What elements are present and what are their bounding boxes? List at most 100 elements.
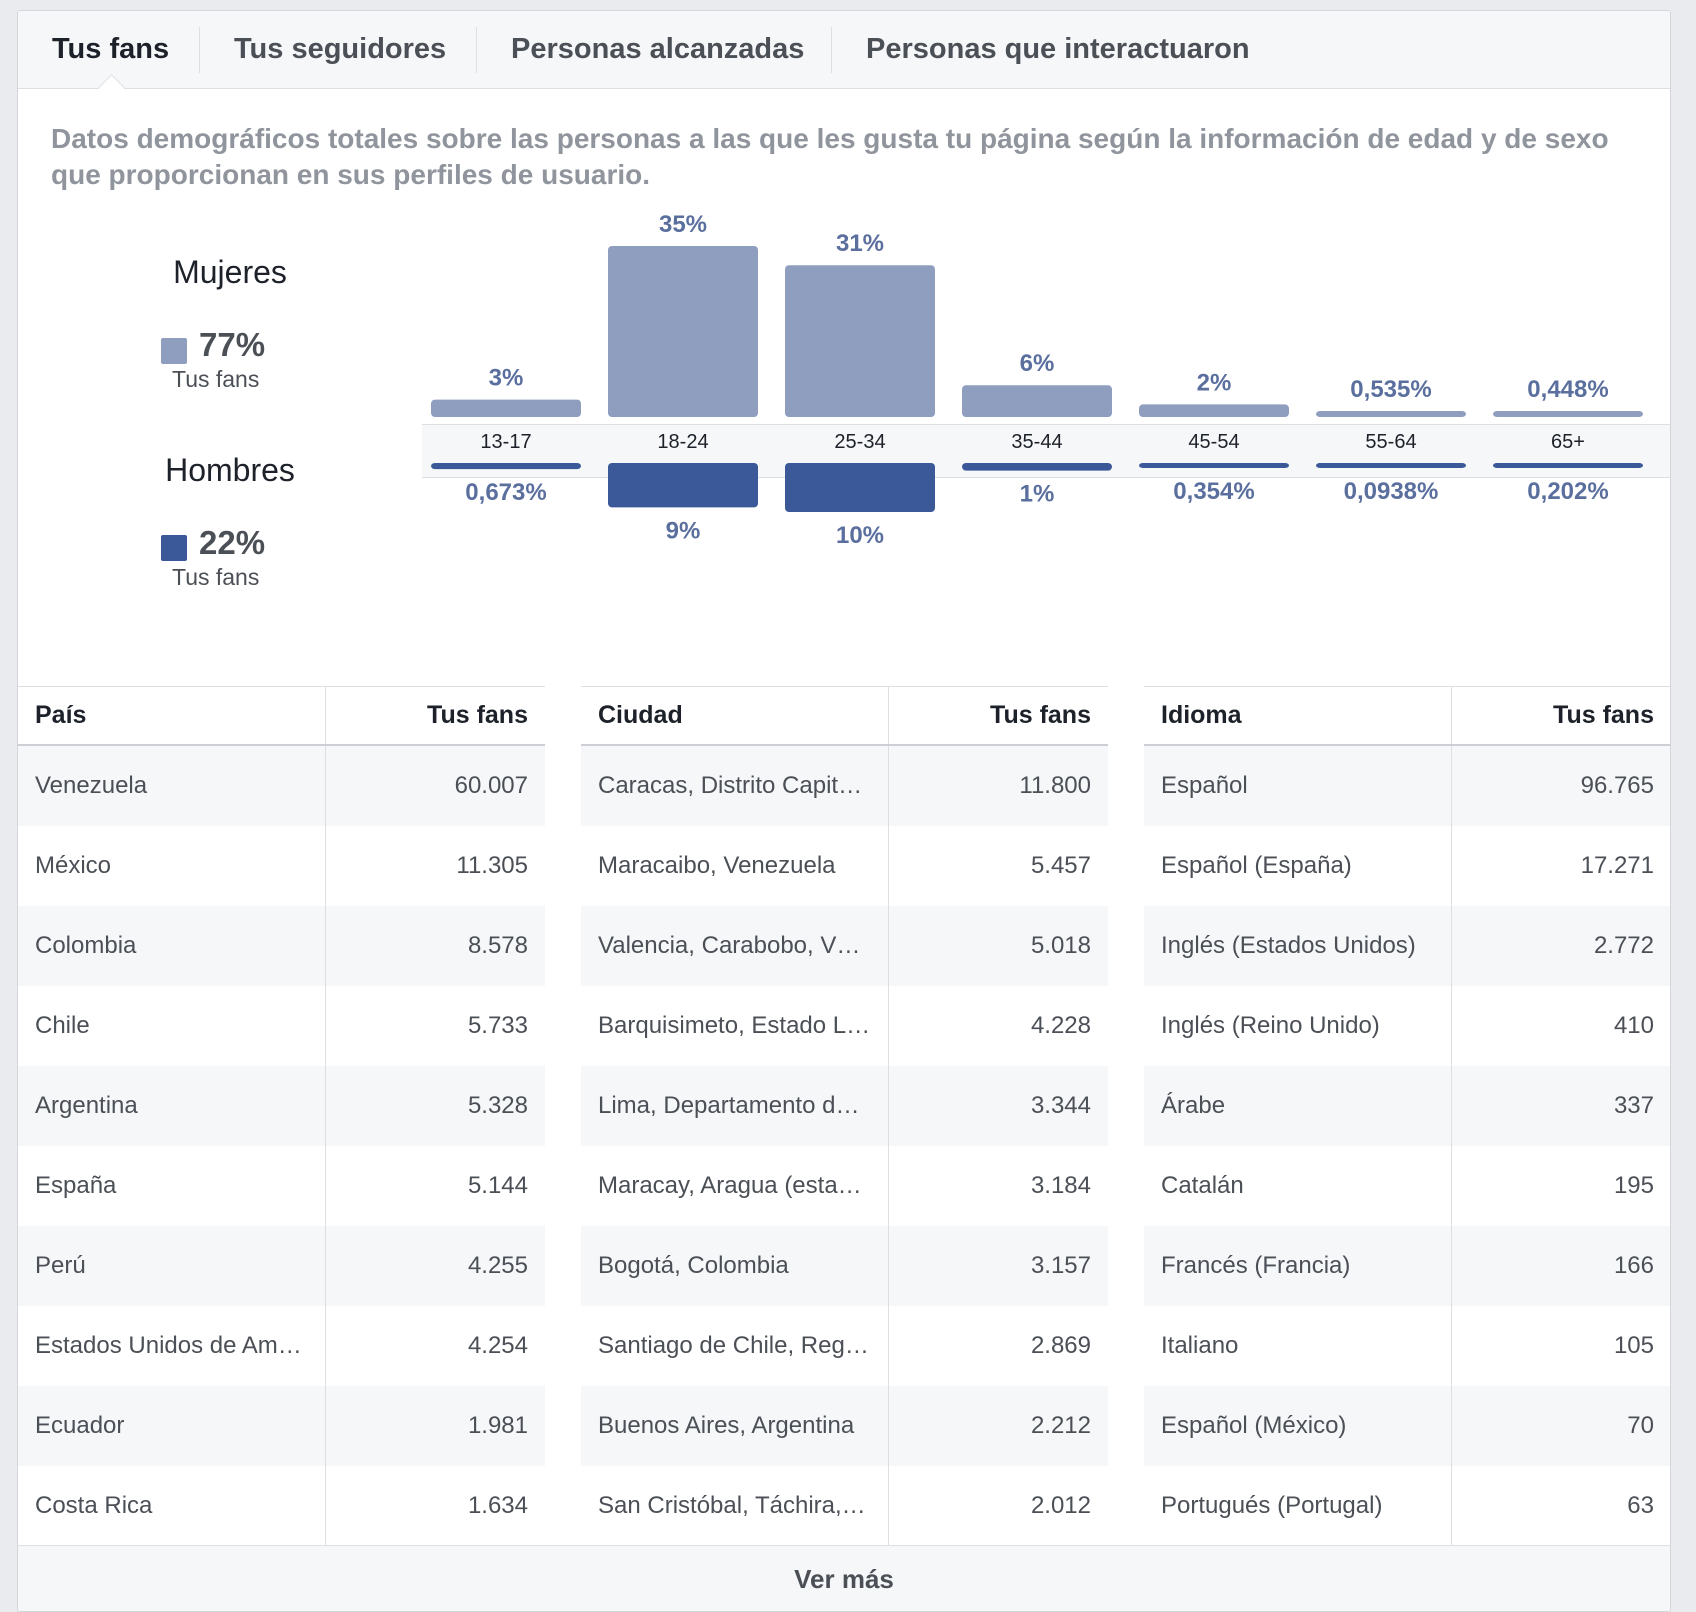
column-divider [325, 1066, 326, 1146]
women-bar [431, 399, 581, 417]
table-row: Ecuador 1.981 [18, 1386, 545, 1466]
column-header-fans[interactable]: Tus fans [1553, 701, 1654, 729]
column-divider [325, 1146, 326, 1226]
row-name: Árabe [1161, 1092, 1226, 1119]
table-row: Lima, Departamento d… 3.344 [581, 1066, 1108, 1146]
women-bar-label: 0,448% [1527, 376, 1608, 403]
row-name: Italiano [1161, 1332, 1239, 1359]
row-value: 1.634 [467, 1492, 528, 1519]
column-header-fans[interactable]: Tus fans [990, 701, 1091, 729]
women-bar-label: 0,535% [1350, 376, 1431, 403]
tab-tus-seguidores[interactable]: Tus seguidores [234, 33, 447, 65]
see-more-button[interactable]: Ver más [794, 1564, 894, 1594]
see-more-bar: Ver más [18, 1545, 1670, 1611]
row-name: Catalán [1161, 1172, 1244, 1199]
column-header-pais[interactable]: País [35, 701, 87, 729]
table-row: Francés (Francia) 166 [1144, 1226, 1670, 1306]
country-table-header: País Tus fans [18, 687, 545, 746]
legend-men-swatch [161, 535, 187, 561]
row-value: 70 [1627, 1412, 1654, 1439]
women-bar [962, 385, 1112, 417]
column-divider [888, 826, 889, 906]
column-divider [1451, 826, 1452, 906]
men-bar [1493, 463, 1643, 468]
row-value: 2.212 [1030, 1412, 1091, 1439]
language-table-header: Idioma Tus fans [1144, 687, 1670, 746]
women-bar [608, 246, 758, 417]
age-tick-label: 35-44 [1011, 431, 1062, 453]
column-divider [325, 906, 326, 986]
column-header-idioma[interactable]: Idioma [1161, 701, 1242, 729]
demographics-panel: Tus fans Tus seguidores Personas alcanza… [17, 10, 1671, 1612]
men-bar-label: 1% [1020, 481, 1055, 508]
row-value: 8.578 [467, 932, 528, 959]
column-divider [1451, 1226, 1452, 1306]
column-divider [325, 746, 326, 826]
column-divider [1451, 1066, 1452, 1146]
column-divider [888, 1306, 889, 1386]
row-name: Español [1161, 772, 1248, 799]
row-name: Perú [35, 1252, 86, 1279]
tab-divider [476, 27, 477, 73]
table-row: Argentina 5.328 [18, 1066, 545, 1146]
row-value: 63 [1627, 1492, 1654, 1519]
row-name: Español (España) [1161, 852, 1352, 879]
row-value: 96.765 [1580, 772, 1654, 799]
city-table-body: Caracas, Distrito Capit… 11.800 Maracaibo,… [581, 746, 1108, 1546]
column-header-ciudad[interactable]: Ciudad [598, 701, 683, 729]
tab-personas-alcanzadas[interactable]: Personas alcanzadas [511, 33, 805, 65]
column-divider [1451, 1146, 1452, 1226]
table-row: Portugués (Portugal) 63 [1144, 1466, 1670, 1546]
row-name: Argentina [35, 1092, 138, 1119]
row-name: Lima, Departamento d… [598, 1092, 860, 1119]
column-divider [1451, 687, 1452, 744]
row-value: 195 [1613, 1172, 1654, 1199]
legend-men-title: Hombres [165, 452, 295, 488]
legend-women-pct: 77% [199, 326, 266, 363]
women-bar [1493, 411, 1643, 417]
table-row: Barquisimeto, Estado L… 4.228 [581, 986, 1108, 1066]
age-tick-label: 13-17 [480, 431, 531, 453]
column-divider [1451, 1386, 1452, 1466]
row-value: 105 [1613, 1332, 1654, 1359]
column-divider [1451, 986, 1452, 1066]
legend-women-swatch [161, 338, 187, 364]
row-name: Buenos Aires, Argentina [598, 1412, 855, 1439]
women-bar [1139, 404, 1289, 417]
men-bar-label: 0,202% [1527, 478, 1608, 505]
country-table: País Tus fans Venezuela 60.007 México 11.30… [18, 686, 545, 1546]
women-bar-label: 6% [1020, 350, 1055, 377]
column-header-fans[interactable]: Tus fans [427, 701, 528, 729]
tab-tus-fans[interactable]: Tus fans [52, 33, 170, 65]
table-row: Árabe 337 [1144, 1066, 1670, 1146]
row-value: 17.271 [1580, 852, 1654, 879]
men-bar [785, 463, 935, 512]
row-name: México [35, 852, 112, 879]
row-name: San Cristóbal, Táchira,… [598, 1492, 866, 1519]
men-bar-label: 10% [836, 522, 884, 549]
column-divider [888, 1386, 889, 1466]
tab-personas-que-interactuaron[interactable]: Personas que interactuaron [866, 33, 1250, 65]
row-value: 5.457 [1030, 852, 1091, 879]
row-name: Santiago de Chile, Reg… [598, 1332, 869, 1359]
row-value: 2.772 [1593, 932, 1654, 959]
row-name: España [35, 1172, 117, 1199]
table-row: Santiago de Chile, Reg… 2.869 [581, 1306, 1108, 1386]
table-row: México 11.305 [18, 826, 545, 906]
men-bar [608, 463, 758, 508]
table-row: Buenos Aires, Argentina 2.212 [581, 1386, 1108, 1466]
table-row: San Cristóbal, Táchira,… 2.012 [581, 1466, 1108, 1546]
age-tick-label: 18-24 [657, 431, 708, 453]
women-bar-label: 31% [836, 230, 884, 257]
table-row: Inglés (Reino Unido) 410 [1144, 986, 1670, 1066]
row-value: 1.981 [467, 1412, 528, 1439]
row-value: 337 [1613, 1092, 1654, 1119]
row-name: Venezuela [35, 772, 148, 799]
legend-men-sub: Tus fans [172, 564, 260, 590]
table-row: Venezuela 60.007 [18, 746, 545, 826]
age-gender-bar-chart: 3% 0,673% 13-17 35% 9% 18-24 31% 10% 25-34 6% 1% 35… [431, 211, 1643, 549]
row-name: Maracay, Aragua (esta… [598, 1172, 862, 1199]
column-divider [1451, 1466, 1452, 1546]
row-name: Bogotá, Colombia [598, 1252, 789, 1279]
row-value: 3.184 [1030, 1172, 1091, 1199]
